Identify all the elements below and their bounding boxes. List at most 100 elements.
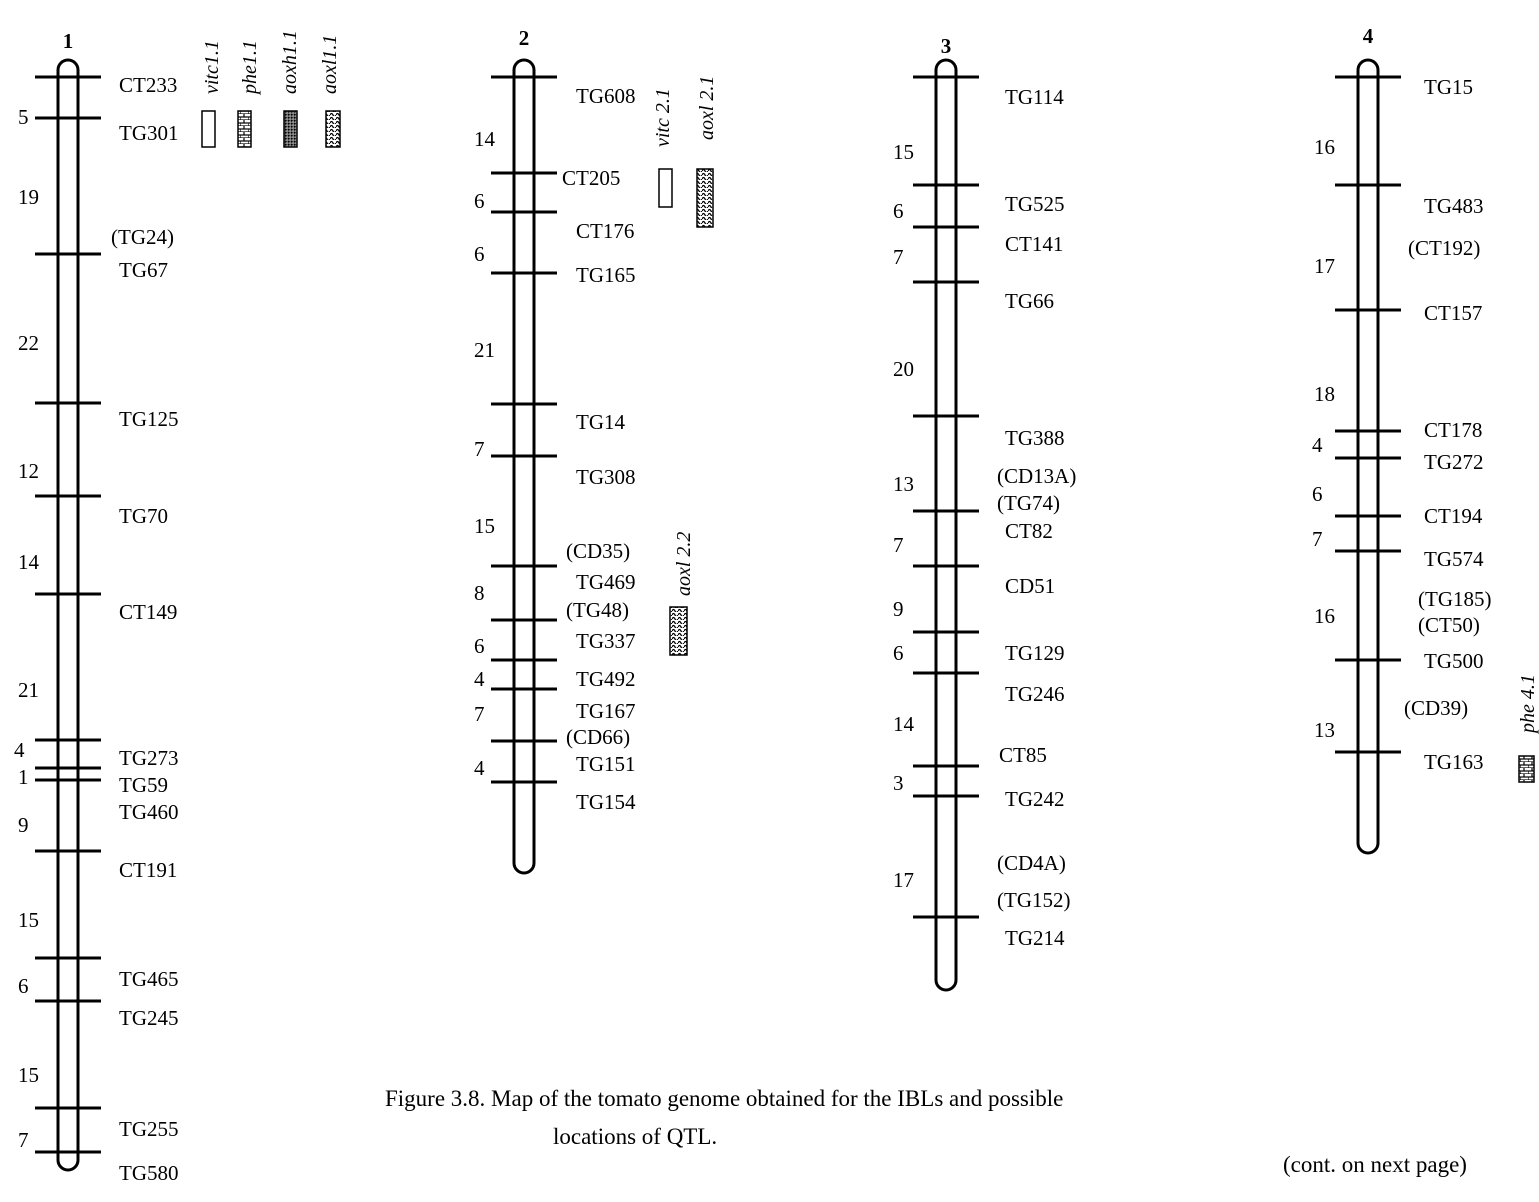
interval-distance: 7 — [893, 245, 904, 269]
interval-distance: 15 — [474, 514, 495, 538]
qtl-box — [325, 110, 341, 148]
qtl-box — [669, 606, 688, 656]
marker-label: CT82 — [1005, 519, 1053, 543]
interval-distance: 14 — [474, 127, 496, 151]
marker-label: TG245 — [119, 1006, 179, 1030]
marker-label: TG165 — [576, 263, 636, 287]
qtl-label: phe1.1 — [239, 40, 261, 96]
chromosome-label: 4 — [1363, 24, 1374, 48]
interval-distance: 20 — [893, 357, 914, 381]
marker-label: (TG185) — [1418, 587, 1491, 611]
qtl-label: aoxl 2.2 — [673, 532, 695, 596]
marker-label: TG301 — [119, 121, 179, 145]
marker-label: CT149 — [119, 600, 177, 624]
marker-label: TG66 — [1005, 289, 1054, 313]
interval-distance: 13 — [893, 472, 914, 496]
chromosome-label: 3 — [941, 34, 952, 58]
marker-label: TG70 — [119, 504, 168, 528]
marker-label: TG492 — [576, 667, 636, 691]
interval-distance: 6 — [18, 974, 29, 998]
qtl-label: aoxl 2.1 — [696, 76, 718, 140]
qtl-box — [283, 110, 298, 148]
qtl-box — [237, 110, 252, 148]
interval-distance: 7 — [474, 702, 485, 726]
interval-distance: 6 — [1312, 482, 1323, 506]
chromosome-label: 2 — [519, 26, 530, 50]
marker-label: TG272 — [1424, 450, 1484, 474]
interval-distance: 4 — [14, 738, 25, 762]
interval-distance: 6 — [474, 189, 485, 213]
interval-distance: 3 — [893, 771, 904, 795]
chromosome-4: 4 TG15 TG483 (CT192) CT157 CT178 TG272 C… — [1312, 24, 1539, 855]
marker-label: TG14 — [576, 410, 625, 434]
interval-distance: 21 — [474, 338, 495, 362]
marker-label: (CD66) — [566, 725, 630, 749]
chromosome-1: 1 CT233 TG301 (TG24) TG67 TG125 TG70 CT1… — [14, 29, 341, 1185]
interval-distance: 7 — [1312, 527, 1323, 551]
marker-label: CD51 — [1005, 574, 1055, 598]
marker-label: TG255 — [119, 1117, 179, 1141]
marker-label: TG460 — [119, 800, 179, 824]
interval-distance: 1 — [18, 765, 29, 789]
marker-label: TG167 — [576, 699, 636, 723]
marker-label: (CT192) — [1408, 236, 1480, 260]
chromosome-body — [56, 58, 80, 1172]
interval-distance: 19 — [18, 185, 39, 209]
marker-label: (TG24) — [111, 225, 174, 249]
interval-distance: 21 — [18, 678, 39, 702]
interval-distance: 7 — [893, 533, 904, 557]
marker-label: CT141 — [1005, 232, 1063, 256]
marker-label: TG15 — [1424, 75, 1473, 99]
marker-label: TG246 — [1005, 682, 1065, 706]
marker-label: (TG152) — [997, 888, 1070, 912]
interval-distance: 16 — [1314, 604, 1335, 628]
marker-label: (TG74) — [997, 491, 1060, 515]
interval-distance: 6 — [893, 641, 904, 665]
marker-label: TG469 — [576, 570, 636, 594]
interval-distance: 9 — [18, 813, 29, 837]
interval-distance: 16 — [1314, 135, 1335, 159]
marker-label: TG114 — [1005, 85, 1064, 109]
marker-label: TG154 — [576, 790, 636, 814]
interval-distance: 15 — [893, 140, 914, 164]
interval-distance: 6 — [474, 634, 485, 658]
qtl-label: vitc1.1 — [201, 40, 223, 94]
marker-label: TG273 — [119, 746, 179, 770]
marker-label: (TG48) — [566, 598, 629, 622]
interval-distance: 6 — [893, 199, 904, 223]
interval-distance: 15 — [18, 1063, 39, 1087]
qtl-label: vitc 2.1 — [652, 88, 674, 147]
qtl-label: phe 4.1 — [1517, 674, 1539, 735]
marker-label: TG574 — [1424, 547, 1484, 571]
qtl-label: aoxl1.1 — [319, 35, 341, 94]
marker-label: TG608 — [576, 84, 636, 108]
marker-label: TG67 — [119, 258, 168, 282]
marker-label: TG525 — [1005, 192, 1065, 216]
qtl-box — [1518, 755, 1535, 783]
caption-line-1: Figure 3.8. Map of the tomato genome obt… — [385, 1086, 1064, 1111]
interval-distance: 7 — [474, 437, 485, 461]
marker-label: CT157 — [1424, 301, 1482, 325]
figure-caption: Figure 3.8. Map of the tomato genome obt… — [385, 1080, 1063, 1156]
marker-label: TG388 — [1005, 426, 1065, 450]
marker-label: TG308 — [576, 465, 636, 489]
marker-label: CT176 — [576, 219, 634, 243]
marker-label: (CD39) — [1404, 696, 1468, 720]
interval-distance: 15 — [18, 908, 39, 932]
interval-distance: 17 — [1314, 254, 1335, 278]
caption-line-2: locations of QTL. — [553, 1124, 718, 1149]
marker-label: CT205 — [562, 166, 620, 190]
interval-distance: 7 — [18, 1128, 29, 1152]
chromosome-body — [934, 58, 958, 992]
chromosome-3: 3 TG114 TG525 CT141 TG66 TG388 (CD13A) (… — [893, 34, 1076, 992]
interval-distance: 14 — [18, 550, 40, 574]
interval-distance: 9 — [893, 597, 904, 621]
chromosome-body — [512, 58, 536, 875]
marker-label: CT191 — [119, 858, 177, 882]
marker-label: TG163 — [1424, 750, 1484, 774]
marker-label: (CT50) — [1418, 613, 1480, 637]
interval-distance: 17 — [893, 868, 914, 892]
interval-distance: 22 — [18, 331, 39, 355]
interval-distance: 8 — [474, 581, 485, 605]
marker-label: TG337 — [576, 629, 636, 653]
